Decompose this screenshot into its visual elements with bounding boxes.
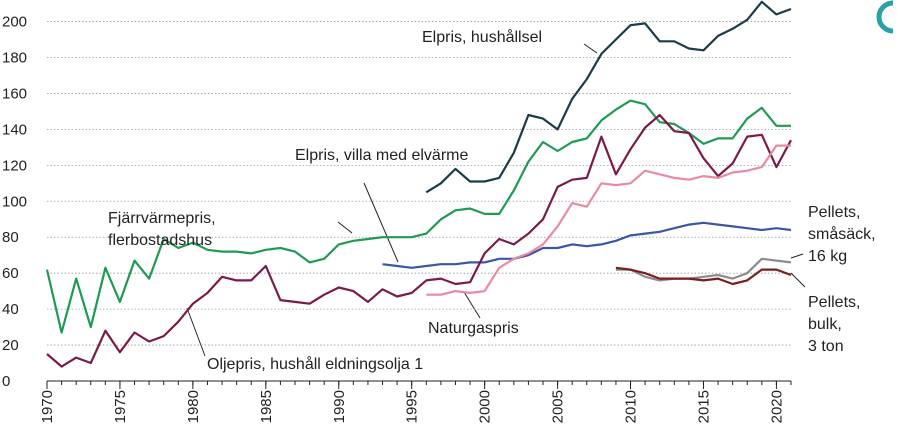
series-label-line: Naturgaspris <box>428 320 519 337</box>
series-line <box>615 257 792 282</box>
x-tick-label: 1980 <box>185 390 202 423</box>
x-tick-label: 2005 <box>550 390 567 423</box>
series-line <box>46 113 792 368</box>
series-label-line: 3 ton <box>808 338 844 355</box>
leader <box>186 307 206 357</box>
series-label-line: Oljepris, hushåll eldningsolja 1 <box>207 355 423 373</box>
y-tick-label: 100 <box>2 193 27 210</box>
series-label-line: Pellets, <box>808 294 860 311</box>
series-label-line: Elpris, hushållsel <box>422 28 542 46</box>
series-label: Pellets, bulk, 3 ton <box>808 294 860 355</box>
x-tick-label: 1975 <box>112 390 129 423</box>
series-label-line: Elpris, villa med elvärme <box>295 147 468 164</box>
series-label: Elpris, hushållsel <box>422 28 542 46</box>
y-tick-label: 60 <box>2 265 19 282</box>
y-tick-label: 120 <box>2 157 27 174</box>
x-tick-label: 2020 <box>768 390 785 423</box>
y-tick-label: 140 <box>2 121 27 138</box>
series-label-line: flerbostadshus <box>108 232 212 249</box>
series-label: Elpris, villa med elvärme <box>295 147 468 164</box>
leader <box>583 43 598 54</box>
series-label: Pellets, småsäck, 16 kg <box>808 204 876 265</box>
leader <box>337 221 353 234</box>
series-label: Fjärrvärmepris, flerbostadshus <box>108 210 216 249</box>
x-tick-label: 2010 <box>623 390 640 423</box>
x-tick-label: 2015 <box>695 390 712 423</box>
series-line <box>382 221 792 269</box>
series-label-line: bulk, <box>808 316 842 333</box>
leader <box>363 182 399 263</box>
series-label-line: 16 kg <box>808 248 847 265</box>
leader <box>790 253 804 259</box>
y-tick-label: 40 <box>2 301 19 318</box>
series-label-line: småsäck, <box>808 225 876 243</box>
x-tick-label: 1985 <box>258 390 275 423</box>
series-line <box>425 0 792 194</box>
x-tick-label: 2000 <box>477 390 494 423</box>
series-line <box>615 266 792 286</box>
logo-fragment <box>876 0 894 34</box>
y-tick-label: 200 <box>2 14 27 31</box>
y-tick-label: 0 <box>2 373 10 390</box>
x-tick-label: 1990 <box>331 390 348 423</box>
leader <box>463 291 481 319</box>
x-tick-label: 1995 <box>404 390 421 423</box>
series-label: Naturgaspris <box>428 320 519 337</box>
y-tick-label: 20 <box>2 337 19 354</box>
series-label: Oljepris, hushåll eldningsolja 1 <box>207 355 423 373</box>
series-line <box>426 144 791 296</box>
y-tick-label: 160 <box>2 85 27 102</box>
leader-lines <box>186 43 806 357</box>
series-label-line: Fjärrvärmepris, <box>108 210 216 227</box>
series-label-line: Pellets, <box>808 204 860 221</box>
x-tick-label: 1970 <box>39 390 56 423</box>
y-tick-label: 80 <box>2 229 19 246</box>
y-tick-label: 180 <box>2 50 27 67</box>
leader <box>790 272 806 288</box>
